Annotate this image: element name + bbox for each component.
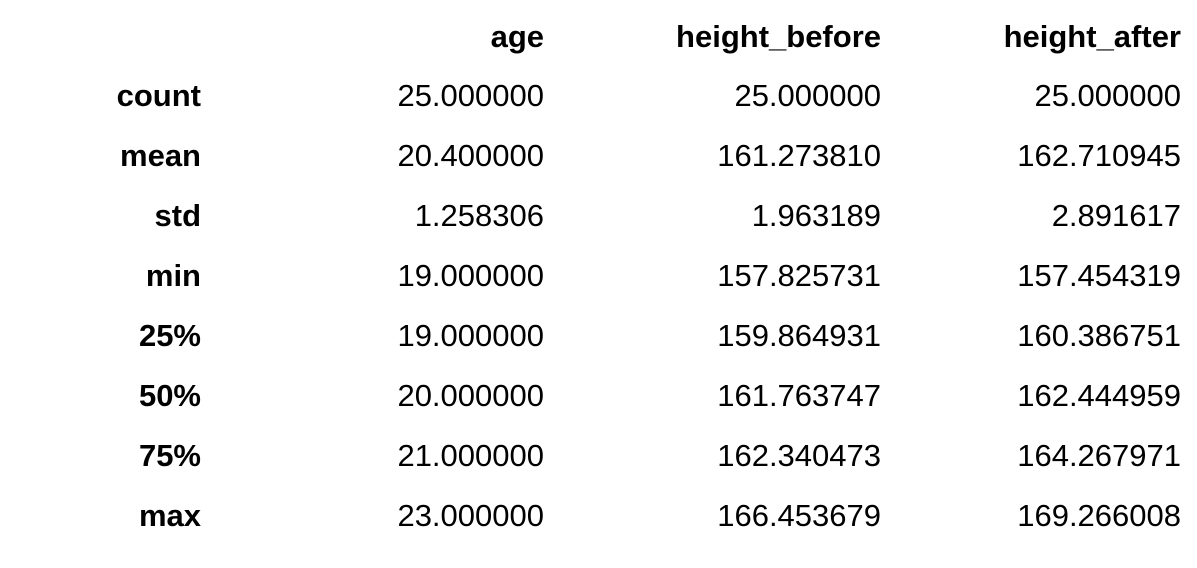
row-label: 25% [138,318,201,353]
table-cell: 162.444959 [1017,378,1181,413]
table-cell: 166.453679 [717,498,881,533]
table-cell: 160.386751 [1017,318,1181,353]
table-cell: 23.000000 [397,498,544,533]
table-cell: 19.000000 [397,258,544,293]
table-row: count 25.000000 25.000000 25.000000 [0,66,1190,126]
header-row: age height_before height_after [0,8,1190,66]
table-body: count 25.000000 25.000000 25.000000 mean… [0,66,1190,546]
table-cell: 20.000000 [397,378,544,413]
table-cell: 161.763747 [717,378,881,413]
table-cell: 1.963189 [751,198,881,233]
table-row: 25% 19.000000 159.864931 160.386751 [0,306,1190,366]
row-label: max [138,498,201,533]
describe-table: age height_before height_after count 25.… [0,8,1190,546]
table-cell: 162.710945 [1017,138,1181,173]
row-label: mean [120,138,201,173]
column-header-height-before: height_before [676,19,881,54]
column-header-height-after: height_after [1003,19,1181,54]
table-row: min 19.000000 157.825731 157.454319 [0,246,1190,306]
table-cell: 25.000000 [397,78,544,113]
table-row: std 1.258306 1.963189 2.891617 [0,186,1190,246]
table-row: mean 20.400000 161.273810 162.710945 [0,126,1190,186]
table-cell: 169.266008 [1017,498,1181,533]
table-cell: 157.454319 [1017,258,1181,293]
table-cell: 19.000000 [397,318,544,353]
table-cell: 21.000000 [397,438,544,473]
table-cell: 161.273810 [717,138,881,173]
table-cell: 157.825731 [717,258,881,293]
column-header-age: age [490,19,544,54]
table-header: age height_before height_after [0,8,1190,66]
describe-table-container: age height_before height_after count 25.… [0,8,1197,568]
row-label: std [154,198,202,233]
table-cell: 25.000000 [1034,78,1181,113]
row-label: 75% [138,438,201,473]
table-cell: 1.258306 [414,198,544,233]
table-row: max 23.000000 166.453679 169.266008 [0,486,1190,546]
table-cell: 25.000000 [734,78,881,113]
table-cell: 159.864931 [717,318,881,353]
row-label: min [145,258,201,293]
table-cell: 162.340473 [717,438,881,473]
index-header [0,8,210,66]
table-cell: 20.400000 [397,138,544,173]
table-row: 75% 21.000000 162.340473 164.267971 [0,426,1190,486]
table-cell: 164.267971 [1017,438,1181,473]
row-label: 50% [138,378,201,413]
table-row: 50% 20.000000 161.763747 162.444959 [0,366,1190,426]
row-label: count [116,78,201,113]
table-cell: 2.891617 [1051,198,1181,233]
